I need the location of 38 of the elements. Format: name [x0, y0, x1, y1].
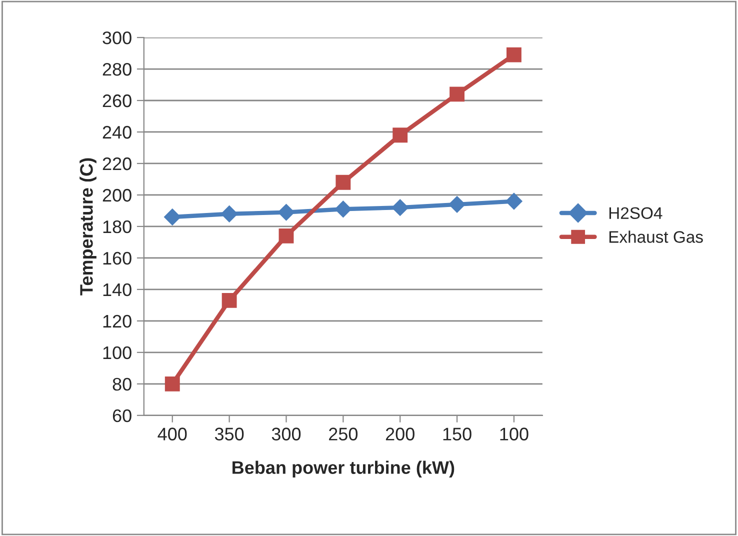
- y-tick-label: 200: [102, 188, 132, 202]
- point: [334, 200, 352, 218]
- y-tick-label: 260: [102, 94, 132, 108]
- point: [450, 86, 464, 102]
- legend-label: Exhaust Gas: [609, 230, 703, 243]
- point: [392, 199, 408, 216]
- y-tick-label: 160: [103, 252, 132, 265]
- x-tick-label: 100: [500, 428, 528, 440]
- y-tick-label: 240: [102, 126, 132, 139]
- x-axis-title: Beban power turbine (kW): [232, 460, 454, 478]
- y-tick-label: 180: [103, 220, 132, 234]
- y-tick-label: 80: [112, 378, 132, 391]
- legend-label: H2SO4: [609, 207, 662, 219]
- x-tick-label: 250: [329, 428, 358, 440]
- x-tick-label: 300: [272, 428, 301, 440]
- point: [164, 208, 181, 226]
- y-tick-label: 60: [112, 409, 132, 422]
- x-tick-label: 200: [386, 428, 414, 440]
- x-tick-label: 400: [158, 428, 187, 440]
- point: [448, 196, 466, 213]
- x-tick-label: 350: [214, 428, 244, 440]
- y-tick-label: 100: [103, 346, 132, 360]
- point: [164, 376, 180, 392]
- y-tick-label: 300: [102, 31, 132, 44]
- y-tick-label: 140: [103, 283, 132, 296]
- y-tick-label: 120: [103, 314, 132, 328]
- point: [392, 128, 408, 143]
- y-tick-label: 220: [102, 157, 132, 170]
- point: [336, 174, 351, 190]
- point: [506, 47, 522, 62]
- point: [278, 204, 295, 221]
- point: [222, 292, 237, 308]
- point: [278, 228, 294, 244]
- y-axis-title: Temperature (C): [80, 158, 96, 296]
- point: [220, 205, 238, 222]
- y-tick-label: 280: [102, 62, 132, 76]
- point: [506, 192, 522, 210]
- x-tick-label: 150: [443, 428, 472, 440]
